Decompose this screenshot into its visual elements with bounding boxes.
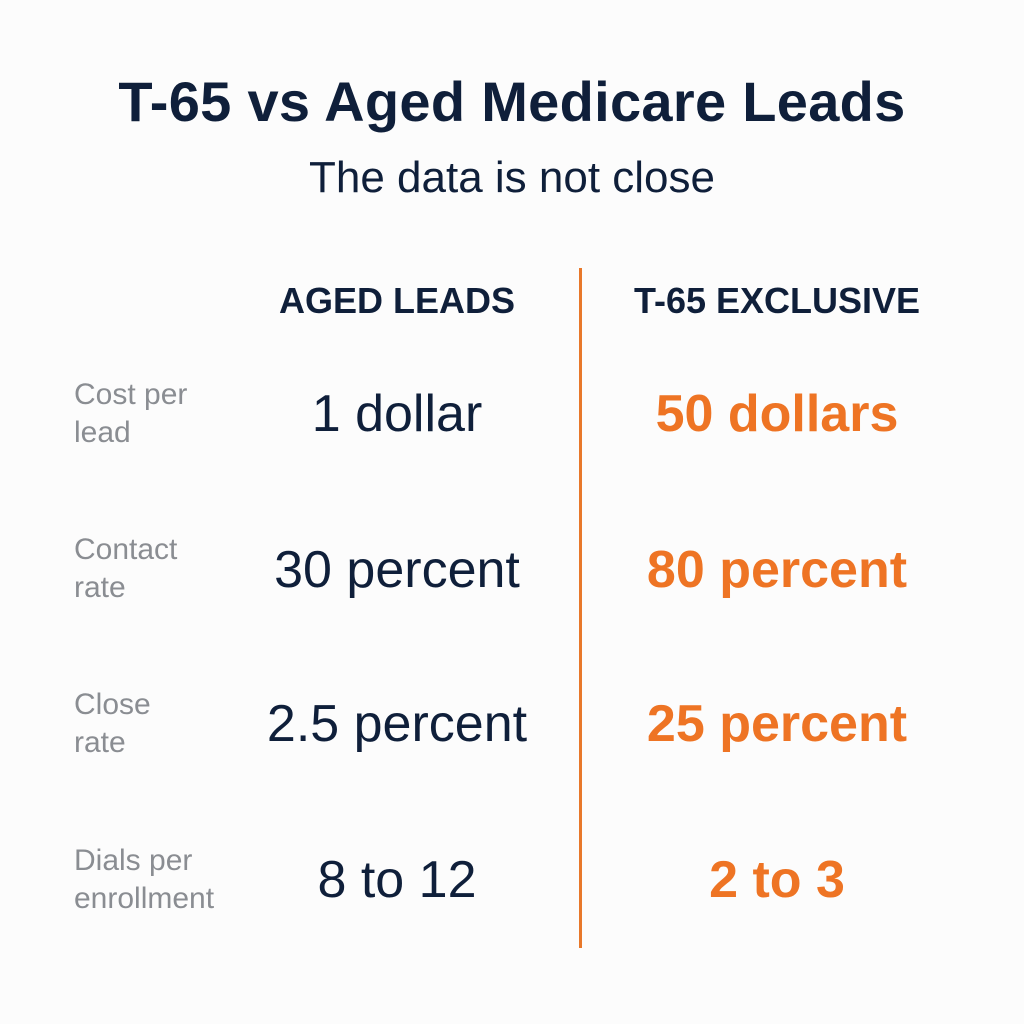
column-header-t65-exclusive: T-65 EXCLUSIVE bbox=[633, 280, 921, 321]
row-label-line: rate bbox=[74, 726, 126, 759]
row-label: Cost per lead bbox=[74, 376, 249, 452]
column-divider bbox=[579, 268, 582, 948]
t65-exclusive-value: 80 percent bbox=[646, 541, 908, 599]
t65-exclusive-value: 2 to 3 bbox=[709, 851, 845, 909]
aged-leads-value: 8 to 12 bbox=[317, 851, 477, 909]
aged-leads-value: 1 dollar bbox=[311, 385, 483, 443]
row-label: Close rate bbox=[74, 686, 249, 762]
row-label: Dials per enrollment bbox=[74, 842, 249, 918]
page-title: T-65 vs Aged Medicare Leads bbox=[118, 70, 906, 133]
row-label-line: rate bbox=[74, 571, 126, 604]
row-label: Contact rate bbox=[74, 531, 249, 607]
row-label-line: Contact bbox=[74, 533, 178, 566]
aged-leads-value: 2.5 percent bbox=[266, 695, 528, 753]
aged-leads-value: 30 percent bbox=[274, 541, 520, 599]
row-label-line: enrollment bbox=[74, 882, 215, 915]
page-subtitle: The data is not close bbox=[308, 153, 715, 202]
column-header-aged-leads: AGED LEADS bbox=[278, 280, 516, 321]
row-label-line: Close bbox=[74, 688, 151, 721]
t65-exclusive-value: 25 percent bbox=[646, 695, 908, 753]
t65-exclusive-value: 50 dollars bbox=[655, 385, 899, 443]
row-label-line: lead bbox=[74, 416, 131, 449]
row-label-line: Cost per bbox=[74, 378, 188, 411]
row-label-line: Dials per bbox=[74, 844, 193, 877]
